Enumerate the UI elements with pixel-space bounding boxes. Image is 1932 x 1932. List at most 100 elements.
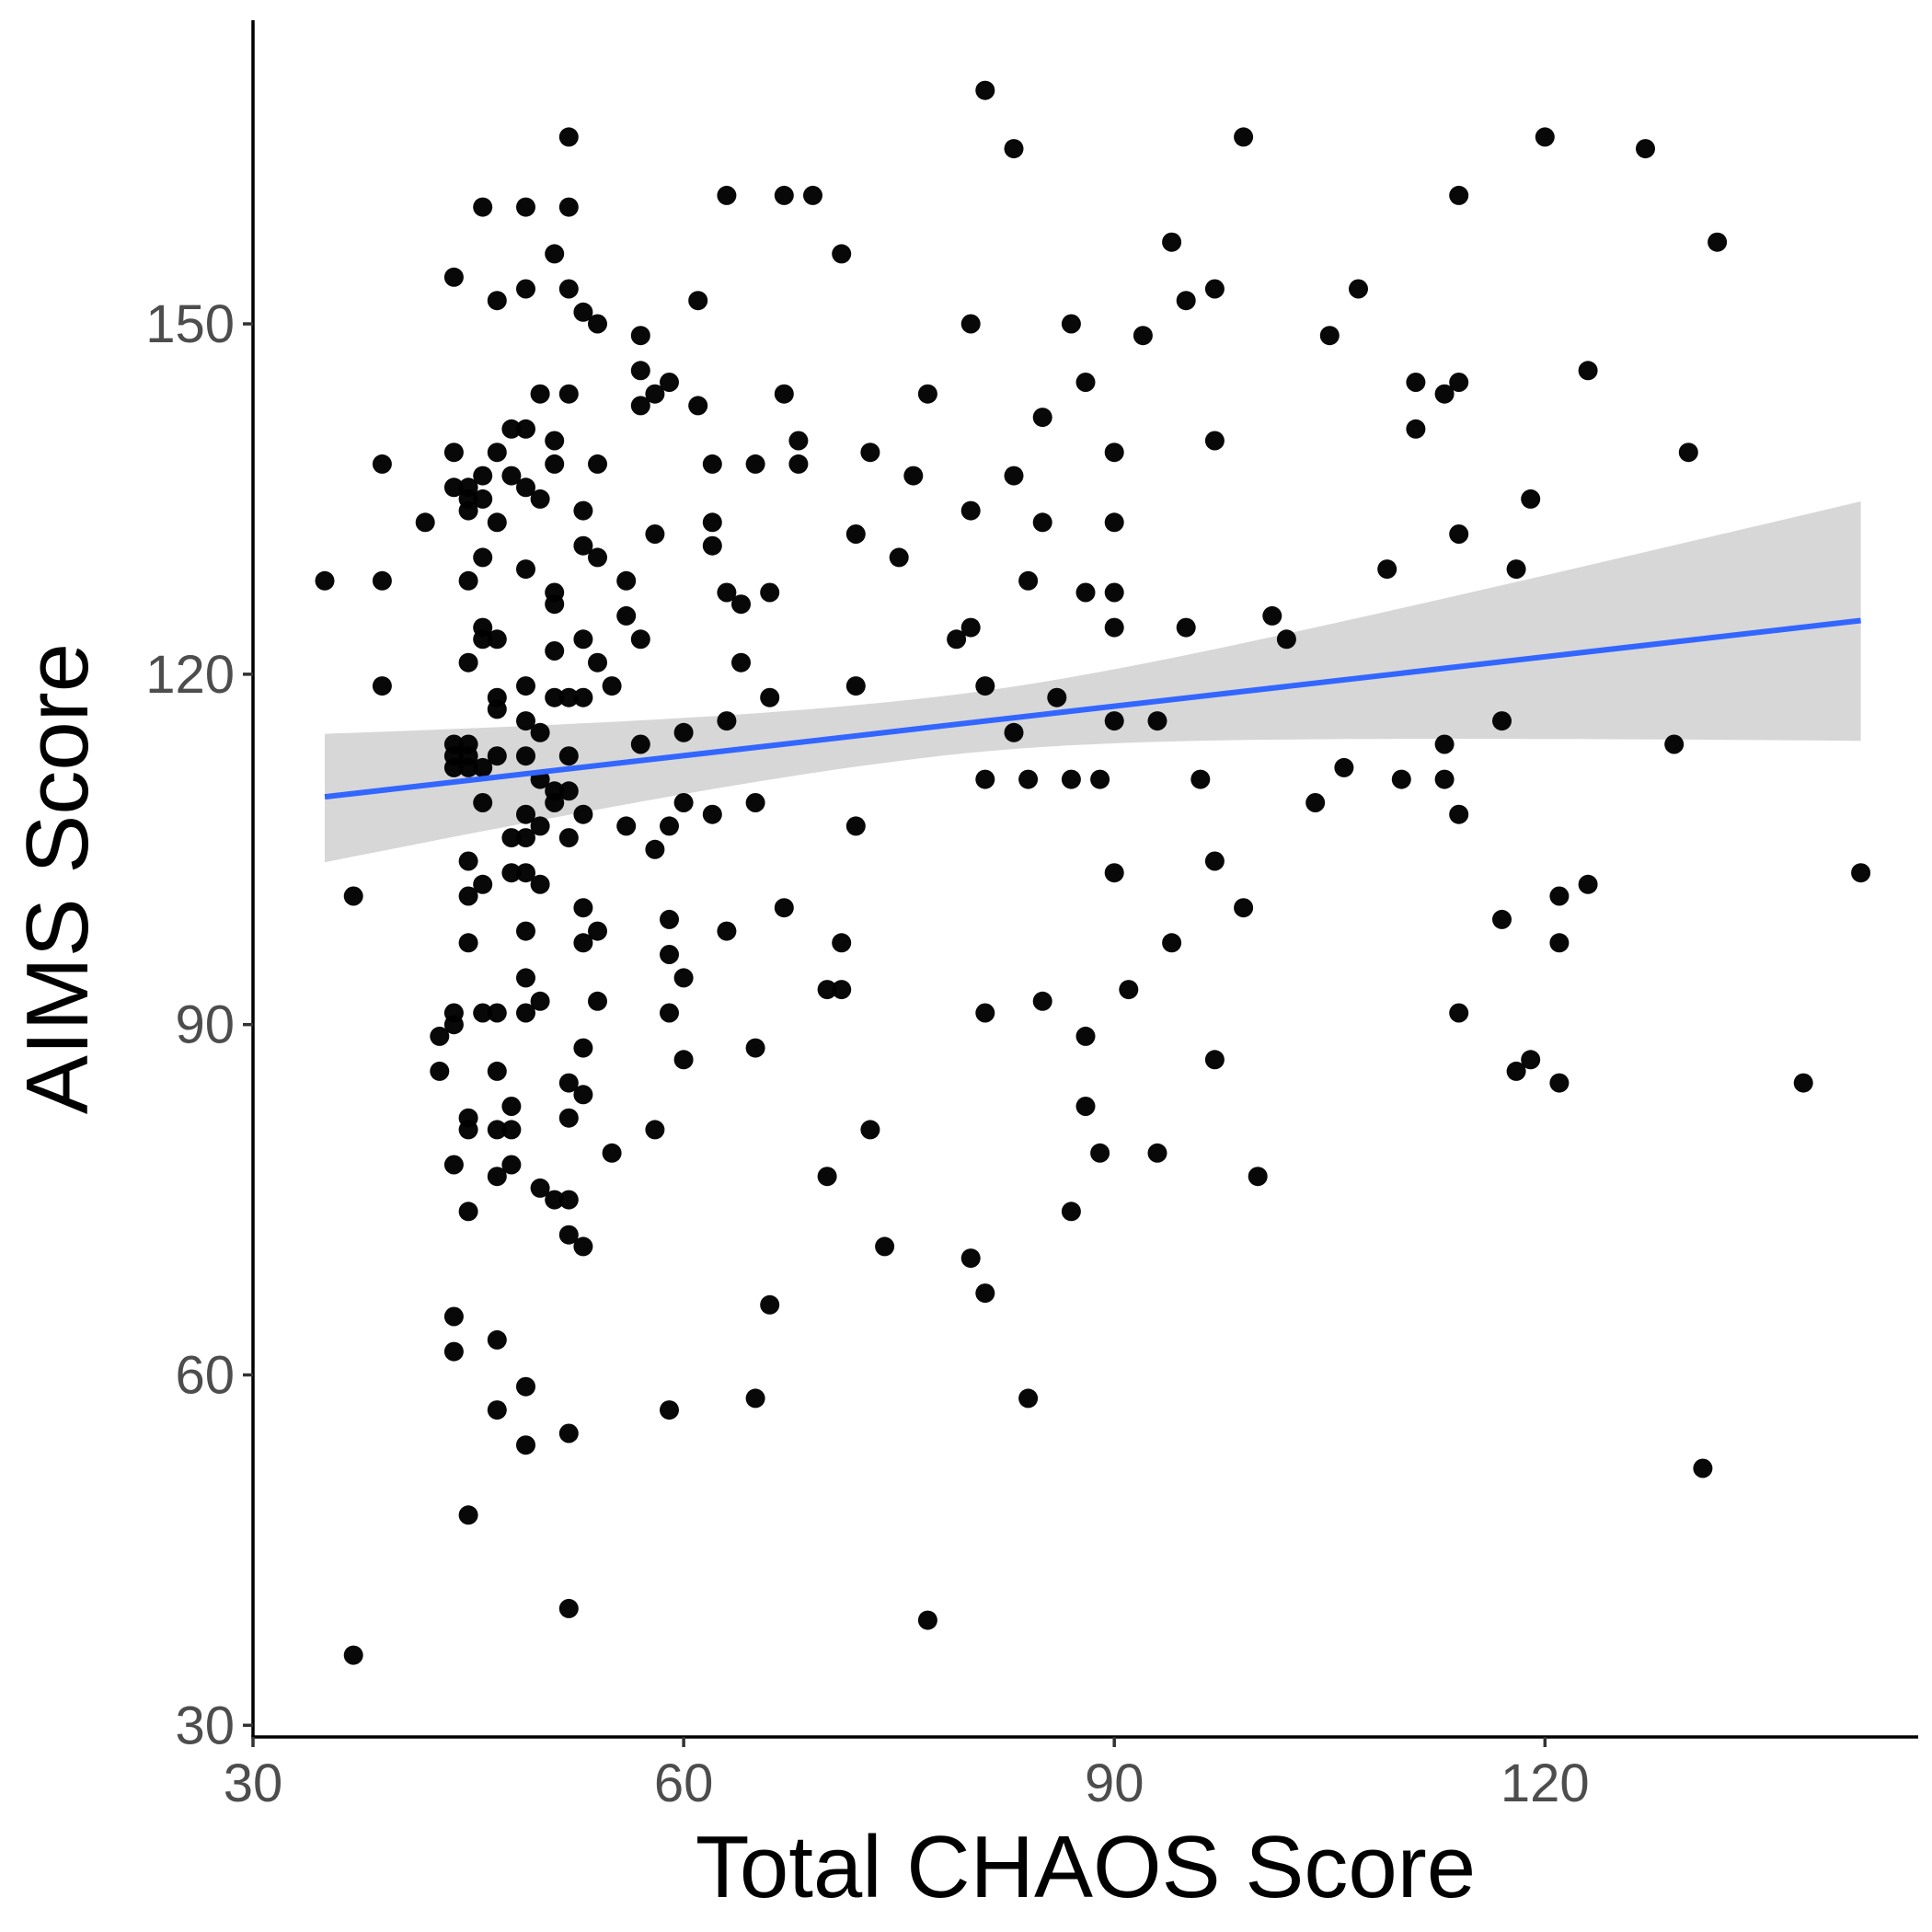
data-point	[717, 185, 737, 205]
data-point	[487, 1167, 507, 1187]
data-point	[573, 687, 593, 707]
data-point	[702, 454, 722, 474]
data-point	[458, 933, 478, 953]
data-point	[645, 384, 665, 404]
data-point	[473, 197, 493, 217]
data-point	[545, 454, 565, 474]
data-point	[458, 652, 478, 673]
data-point	[702, 535, 722, 556]
data-point	[1506, 1061, 1526, 1081]
data-point	[745, 454, 765, 474]
data-point	[343, 886, 363, 906]
data-point	[473, 793, 493, 812]
data-point	[660, 909, 679, 929]
data-point	[616, 816, 637, 836]
data-point	[1061, 1202, 1081, 1222]
data-point	[1549, 1073, 1570, 1093]
data-point	[630, 629, 650, 650]
data-point	[845, 676, 866, 696]
data-point	[487, 443, 507, 463]
data-point	[889, 547, 909, 568]
data-point	[788, 431, 809, 451]
data-point	[473, 1003, 493, 1023]
data-point	[1104, 443, 1124, 463]
data-point	[717, 711, 737, 731]
data-point	[372, 676, 392, 696]
data-point	[487, 1061, 507, 1081]
data-point	[573, 1236, 593, 1257]
data-point	[573, 804, 593, 824]
data-point	[616, 570, 637, 591]
data-point	[1262, 605, 1282, 626]
data-point	[1061, 769, 1081, 789]
data-point	[315, 570, 335, 591]
data-point	[487, 291, 507, 311]
data-point	[860, 443, 880, 463]
data-point	[1492, 711, 1512, 731]
data-point	[1449, 185, 1469, 205]
data-point	[516, 746, 535, 766]
data-point	[415, 512, 435, 533]
data-point	[1004, 139, 1024, 159]
data-point	[473, 547, 493, 568]
data-point	[516, 279, 535, 299]
data-point	[530, 722, 550, 742]
x-axis-title: Total CHAOS Score	[696, 1818, 1476, 1916]
data-point	[1506, 559, 1526, 580]
data-point	[530, 816, 550, 836]
data-point	[588, 991, 607, 1011]
data-point	[1319, 326, 1340, 346]
data-point	[1119, 980, 1139, 1000]
data-point	[443, 1341, 464, 1362]
data-point	[573, 629, 593, 650]
data-point	[545, 1190, 565, 1210]
confidence-band-layer	[325, 501, 1861, 863]
data-point	[817, 1167, 837, 1187]
data-point	[458, 886, 478, 906]
data-point	[487, 1400, 507, 1420]
data-point	[501, 1097, 522, 1116]
data-point	[1708, 232, 1728, 252]
data-point	[573, 1085, 593, 1105]
data-point	[487, 699, 507, 719]
data-point	[645, 524, 665, 544]
data-point	[645, 1120, 665, 1140]
data-point	[545, 687, 565, 707]
data-point	[1406, 419, 1426, 439]
data-point	[688, 291, 708, 311]
data-point	[760, 582, 780, 603]
data-point	[516, 921, 535, 941]
data-point	[975, 769, 995, 789]
data-point	[1535, 127, 1555, 147]
data-point	[458, 1120, 478, 1140]
data-point	[1234, 898, 1254, 918]
data-point	[558, 1598, 579, 1618]
data-point	[903, 466, 924, 486]
data-point	[630, 361, 650, 381]
data-point	[1176, 291, 1196, 311]
data-point	[947, 629, 967, 650]
data-point	[1349, 279, 1368, 299]
data-point	[430, 1061, 450, 1081]
data-point	[443, 1015, 464, 1035]
data-point	[588, 652, 607, 673]
data-point	[558, 1073, 579, 1093]
data-point	[588, 454, 607, 474]
data-point	[660, 373, 679, 392]
data-point	[745, 793, 765, 812]
data-point	[960, 617, 981, 638]
data-point	[343, 1645, 363, 1665]
data-point	[1032, 512, 1052, 533]
data-point	[1449, 524, 1469, 544]
data-point	[558, 197, 579, 217]
data-point	[1032, 991, 1052, 1011]
data-point	[516, 1435, 535, 1455]
data-point	[1061, 314, 1081, 334]
data-point	[630, 734, 650, 754]
data-point	[1636, 139, 1655, 159]
data-point	[731, 652, 751, 673]
data-point	[558, 384, 579, 404]
data-point	[516, 559, 535, 580]
data-point	[1075, 582, 1096, 603]
